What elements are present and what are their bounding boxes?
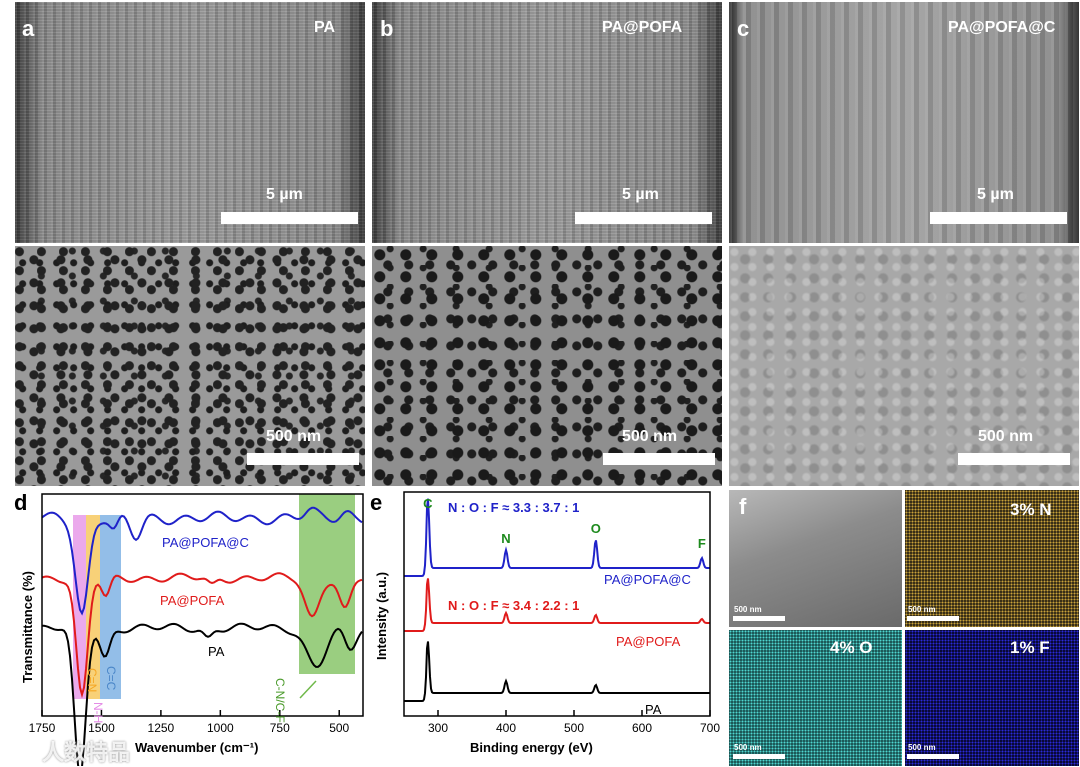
series-line-xps-pa <box>404 641 710 702</box>
xps-xtick-label-1: 400 <box>496 721 516 735</box>
edx-map-f <box>905 630 1079 766</box>
scale-bar-c-bottom <box>958 453 1070 465</box>
xps-xlabel: Binding energy (eV) <box>470 740 593 755</box>
scale-text-a-top: 5 µm <box>266 186 303 203</box>
panel-label-f: f <box>739 494 747 519</box>
sem-pa-low <box>15 2 365 243</box>
series-line-pa <box>42 622 363 766</box>
edx-label-o: 4% O <box>830 638 873 657</box>
band-label-cn: C=N <box>85 668 99 692</box>
sem-pofac-high <box>729 246 1079 486</box>
ftir-xtick-label-1: 1500 <box>88 721 115 735</box>
legend-pofa: PA@POFA <box>160 593 225 608</box>
edx-scale-bar-2 <box>907 616 959 621</box>
scale-bar-a-top <box>221 212 358 224</box>
edx-scale-text-4: 500 nm <box>908 743 936 752</box>
band-label-cc: C=C <box>104 666 118 691</box>
scale-bar-c-top <box>930 212 1067 224</box>
xps-peak-label-f: F <box>698 536 706 551</box>
scale-text-b-bottom: 500 nm <box>622 428 678 445</box>
ftir-xtick-label-0: 1750 <box>29 721 56 735</box>
scale-bar-a-bottom <box>247 453 359 465</box>
xps-xtick-label-4: 700 <box>700 721 720 735</box>
panel-label-d: d <box>14 490 27 515</box>
ftir-chart: d 1750 1500 1250 1000 750 500 PA@POFA@C PA@PO… <box>14 490 364 766</box>
legend-pofac: PA@POFA@C <box>162 535 249 550</box>
scale-text-c-bottom: 500 nm <box>978 428 1034 445</box>
edx-label-n: 3% N <box>1010 500 1052 519</box>
band-label-cn-cf: C-N/C-F <box>273 678 287 723</box>
sem-pofa-low <box>372 2 722 243</box>
scale-bar-b-top <box>575 212 712 224</box>
xps-peak-label-o: O <box>591 521 601 536</box>
xps-axes-frame <box>403 491 711 717</box>
panel-label-e: e <box>370 490 382 515</box>
edx-scale-text-3: 500 nm <box>734 743 762 752</box>
xps-peak-label-c: C <box>423 496 433 511</box>
panel-title-c: PA@POFA@C <box>948 19 1056 36</box>
cn-cf-arrow <box>299 680 317 699</box>
ftir-ylabel: Transmittance (%) <box>20 571 35 683</box>
series-line-pofac <box>41 506 363 616</box>
ftir-xtick-label-3: 1000 <box>207 721 234 735</box>
edx-label-f: 1% F <box>1010 638 1050 657</box>
scale-text-a-bottom: 500 nm <box>266 428 322 445</box>
ftir-xtick-label-5: 500 <box>329 721 349 735</box>
panel-title-a: PA <box>314 19 336 36</box>
ratio-pofa: N : O : F ≈ 3.4 : 2.2 : 1 <box>448 598 579 613</box>
panel-label-a: a <box>22 16 35 41</box>
scale-bar-b-bottom <box>603 453 715 465</box>
band-cc <box>100 515 121 699</box>
scale-text-b-top: 5 µm <box>622 186 659 203</box>
ratio-pofac: N : O : F ≈ 3.3 : 3.7 : 1 <box>448 500 579 515</box>
edx-scale-bar-4 <box>907 754 959 759</box>
xps-legend-pofa: PA@POFA <box>616 634 681 649</box>
series-line-xps-pofa <box>404 578 710 632</box>
edx-scale-bar-1 <box>733 616 785 621</box>
xps-xtick-label-0: 300 <box>428 721 448 735</box>
band-label-nh: N-H <box>91 702 105 723</box>
watermark: 人数特品 <box>42 740 131 765</box>
xps-legend-pa: PA <box>645 702 662 717</box>
xps-xtick-label-2: 500 <box>564 721 584 735</box>
ftir-axes-frame <box>41 493 364 717</box>
edx-map-o <box>729 630 902 766</box>
xps-ylabel: Intensity (a.u.) <box>374 572 389 660</box>
edx-sem-image <box>729 490 902 627</box>
xps-legend-pofac: PA@POFA@C <box>604 572 691 587</box>
scale-text-c-top: 5 µm <box>977 186 1014 203</box>
panel-title-b: PA@POFA <box>602 19 683 36</box>
xps-peak-label-n: N <box>501 531 510 546</box>
sem-pa-high <box>15 246 365 486</box>
edx-scale-text-1: 500 nm <box>734 605 762 614</box>
ftir-xtick-label-4: 750 <box>270 721 290 735</box>
panel-label-c: c <box>737 16 750 41</box>
xps-xtick-label-3: 600 <box>632 721 652 735</box>
edx-scale-bar-3 <box>733 754 785 759</box>
panel-label-b: b <box>380 16 394 41</box>
edx-map-n <box>905 490 1079 627</box>
edx-scale-text-2: 500 nm <box>908 605 936 614</box>
legend-pa: PA <box>208 644 225 659</box>
sem-pofa-high <box>372 246 722 486</box>
ftir-xlabel: Wavenumber (cm⁻¹) <box>135 740 258 755</box>
ftir-xtick-label-2: 1250 <box>148 721 175 735</box>
xps-chart: e 300 400 500 600 700 C N O F N : O : F ≈ 3.3 :… <box>370 490 720 755</box>
series-line-pofa <box>41 572 363 699</box>
series-line-xps-pofac <box>404 498 710 577</box>
sem-pofac-low <box>729 2 1079 243</box>
